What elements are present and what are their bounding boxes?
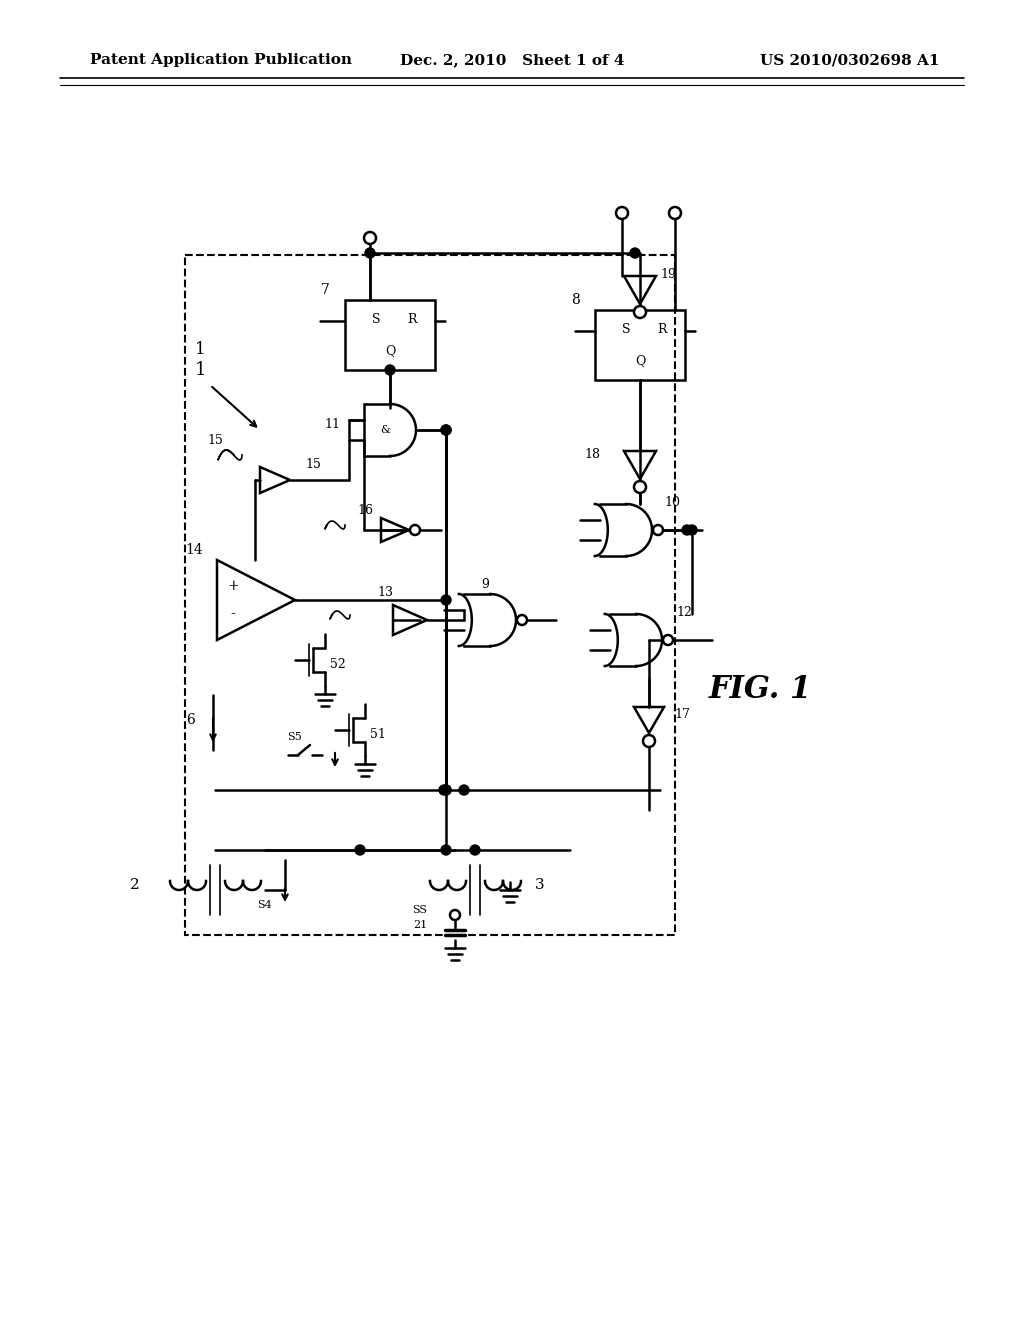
Circle shape [459, 785, 469, 795]
Bar [185, 255, 675, 935]
Text: &: & [380, 425, 390, 436]
Circle shape [634, 480, 646, 492]
Text: R: R [657, 323, 668, 337]
Text: 3: 3 [535, 878, 545, 892]
Text: 18: 18 [584, 449, 600, 462]
Text: 6: 6 [186, 713, 195, 727]
Text: -: - [230, 607, 236, 620]
Circle shape [663, 635, 673, 645]
Text: 14: 14 [185, 543, 203, 557]
Bar [595, 310, 685, 380]
Text: 12: 12 [676, 606, 692, 619]
Circle shape [643, 735, 655, 747]
Text: 19: 19 [660, 268, 676, 281]
Text: FIG. 1: FIG. 1 [709, 675, 812, 705]
Circle shape [687, 525, 697, 535]
Bar [345, 300, 435, 370]
Text: 13: 13 [377, 586, 393, 598]
Text: 16: 16 [357, 503, 373, 516]
Text: Dec. 2, 2010   Sheet 1 of 4: Dec. 2, 2010 Sheet 1 of 4 [399, 53, 625, 67]
Text: 10: 10 [664, 495, 680, 508]
Text: 15: 15 [305, 458, 321, 471]
Circle shape [669, 207, 681, 219]
Text: 17: 17 [674, 709, 690, 722]
Text: Q: Q [385, 345, 395, 356]
Circle shape [450, 909, 460, 920]
Circle shape [682, 525, 692, 535]
Text: Patent Application Publication: Patent Application Publication [90, 53, 352, 67]
Text: Q: Q [635, 354, 645, 367]
Text: 7: 7 [322, 282, 330, 297]
Text: S4: S4 [258, 900, 272, 909]
Circle shape [441, 425, 451, 436]
Text: +: + [227, 579, 239, 593]
Text: S5: S5 [288, 733, 302, 742]
Text: 9: 9 [481, 578, 488, 591]
Text: S: S [623, 323, 631, 337]
Circle shape [630, 248, 640, 257]
Text: 52: 52 [330, 659, 346, 672]
Circle shape [441, 595, 451, 605]
Circle shape [517, 615, 527, 624]
Text: 15: 15 [207, 433, 223, 446]
Text: 51: 51 [370, 729, 386, 742]
Text: 2: 2 [130, 878, 140, 892]
Circle shape [470, 845, 480, 855]
Text: R: R [408, 313, 417, 326]
Circle shape [355, 845, 365, 855]
Circle shape [441, 785, 451, 795]
Text: SS: SS [413, 906, 427, 915]
Text: US 2010/0302698 A1: US 2010/0302698 A1 [761, 53, 940, 67]
Circle shape [441, 785, 451, 795]
Circle shape [441, 425, 451, 436]
Text: 11: 11 [324, 418, 340, 432]
Circle shape [385, 366, 395, 375]
Circle shape [439, 785, 449, 795]
Text: 21: 21 [413, 920, 427, 931]
Text: S: S [373, 313, 381, 326]
Circle shape [410, 525, 420, 535]
Text: 1: 1 [195, 360, 207, 379]
Circle shape [365, 248, 375, 257]
Circle shape [653, 525, 663, 535]
Circle shape [616, 207, 628, 219]
Circle shape [364, 232, 376, 244]
Text: 8: 8 [571, 293, 580, 308]
Circle shape [634, 306, 646, 318]
Text: 1: 1 [195, 342, 206, 359]
Circle shape [441, 845, 451, 855]
